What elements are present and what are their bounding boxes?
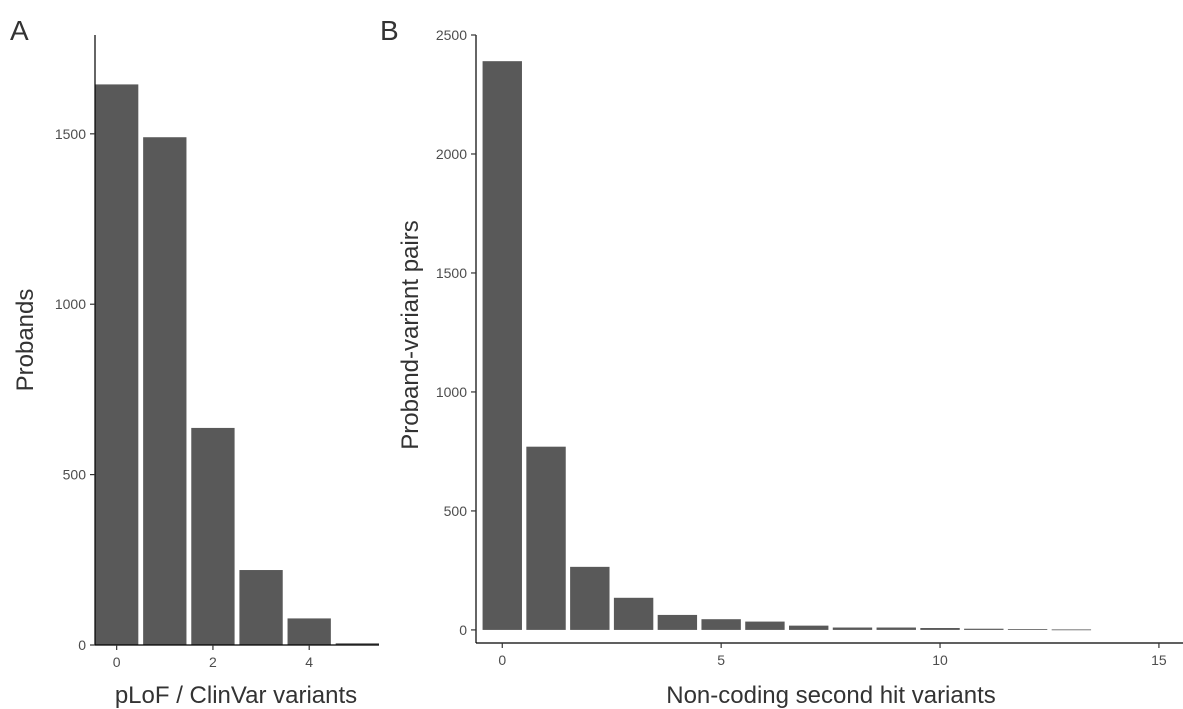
panel-b-y-ticks: 0 500 1000 1500 2000 2500 xyxy=(436,27,476,638)
panel-b: B 0 500 1000 1500 2000 2500 0 5 10 15 Non-coding… xyxy=(380,15,1183,709)
panel-a-bar-4 xyxy=(287,618,331,645)
panel-a-y-tick-label: 500 xyxy=(63,467,87,483)
panel-a-y-ticks: 0 500 1000 1500 xyxy=(55,126,95,653)
panel-b-y-tick-label: 1000 xyxy=(436,384,467,400)
panel-b-bar-12 xyxy=(1007,629,1048,630)
panel-b-bar-1 xyxy=(526,446,566,630)
panel-a: A 0 500 1000 1500 0 2 4 pLoF / ClinVar varian… xyxy=(10,15,379,709)
panel-b-y-tick-label: 2000 xyxy=(436,146,467,162)
panel-a-y-tick-label: 1000 xyxy=(55,296,86,312)
panel-b-bar-2 xyxy=(570,566,610,630)
panel-a-x-tick-label: 0 xyxy=(113,654,121,670)
panel-b-x-ticks: 0 5 10 15 xyxy=(498,643,1167,668)
panel-b-y-tick-label: 1500 xyxy=(436,265,467,281)
panel-b-bar-11 xyxy=(964,628,1004,630)
panel-a-y-tick-label: 0 xyxy=(78,637,86,653)
panel-b-bar-4 xyxy=(657,614,698,630)
panel-a-bar-0 xyxy=(95,84,139,645)
panel-a-x-ticks: 0 2 4 xyxy=(113,645,313,670)
panel-a-y-axis-title: Probands xyxy=(12,289,39,392)
panel-b-bar-9 xyxy=(876,627,916,630)
panel-b-y-tick-label: 2500 xyxy=(436,27,467,43)
panel-b-bar-7 xyxy=(789,625,829,630)
panel-b-bar-0 xyxy=(482,61,522,630)
panel-b-x-axis-title: Non-coding second hit variants xyxy=(666,682,996,709)
panel-a-bar-2 xyxy=(191,427,235,645)
panel-b-bar-5 xyxy=(701,619,741,630)
panel-b-x-tick-label: 10 xyxy=(932,652,948,668)
panel-b-label: B xyxy=(380,15,399,46)
panel-b-y-tick-label: 500 xyxy=(444,503,468,519)
panel-b-bar-3 xyxy=(613,597,654,630)
panel-b-bar-6 xyxy=(745,621,785,630)
panel-a-bar-1 xyxy=(143,137,187,646)
panel-b-bar-8 xyxy=(832,627,873,630)
panel-a-y-tick-label: 1500 xyxy=(55,126,86,142)
panel-a-bars xyxy=(95,84,379,646)
panel-a-bar-5 xyxy=(335,643,379,645)
panel-a-x-tick-label: 4 xyxy=(305,654,313,670)
panel-a-x-tick-label: 2 xyxy=(209,654,217,670)
panel-b-y-axis-title: Proband-variant pairs xyxy=(397,220,424,449)
panel-b-x-tick-label: 5 xyxy=(717,652,725,668)
panel-b-y-tick-label: 0 xyxy=(459,622,467,638)
panel-b-x-tick-label: 0 xyxy=(498,652,506,668)
panel-a-x-axis-title: pLoF / ClinVar variants xyxy=(115,682,357,709)
panel-b-bar-13 xyxy=(1051,629,1092,631)
panel-b-bar-10 xyxy=(920,628,960,630)
panel-a-label: A xyxy=(10,15,29,46)
panel-b-bars xyxy=(482,61,1092,631)
panel-a-bar-3 xyxy=(239,570,283,645)
panel-b-x-tick-label: 15 xyxy=(1151,652,1167,668)
